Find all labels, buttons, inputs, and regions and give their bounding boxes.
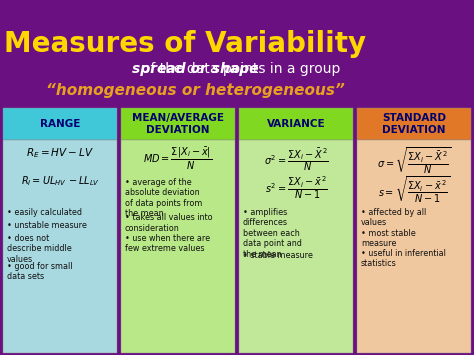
Text: “homogeneous or heterogeneous”: “homogeneous or heterogeneous” xyxy=(46,83,345,98)
FancyBboxPatch shape xyxy=(121,108,235,140)
Text: $\sigma^2 = \dfrac{\Sigma X_i - \bar{X}^{\,2}}{N}$: $\sigma^2 = \dfrac{\Sigma X_i - \bar{X}^… xyxy=(264,146,328,173)
Text: RANGE: RANGE xyxy=(40,119,80,129)
FancyBboxPatch shape xyxy=(357,108,471,140)
Text: $s^2 = \dfrac{\Sigma X_i - \bar{x}^{\,2}}{N-1}$: $s^2 = \dfrac{\Sigma X_i - \bar{x}^{\,2}… xyxy=(264,174,328,201)
FancyBboxPatch shape xyxy=(357,140,471,353)
FancyBboxPatch shape xyxy=(239,108,353,140)
Text: • stable measure: • stable measure xyxy=(243,251,313,260)
Text: $s = \sqrt{\dfrac{\Sigma X_i - \bar{x}^{\,2}}{N-1}}$: $s = \sqrt{\dfrac{\Sigma X_i - \bar{x}^{… xyxy=(378,174,450,204)
Text: • unstable measure: • unstable measure xyxy=(7,221,87,230)
Text: • use when there are
few extreme values: • use when there are few extreme values xyxy=(125,234,210,253)
Text: • most stable
measure: • most stable measure xyxy=(361,229,416,248)
Text: • amplifies
differences
between each
data point and
the mean: • amplifies differences between each dat… xyxy=(243,208,302,258)
Text: $MD = \dfrac{\Sigma|X_i - \bar{x}|}{N}$: $MD = \dfrac{\Sigma|X_i - \bar{x}|}{N}$ xyxy=(143,146,213,172)
FancyBboxPatch shape xyxy=(3,108,117,140)
Text: $R_I = UL_{HV}\,-LL_{LV}$: $R_I = UL_{HV}\,-LL_{LV}$ xyxy=(20,174,100,188)
FancyBboxPatch shape xyxy=(3,140,117,353)
Text: STANDARD
DEVIATION: STANDARD DEVIATION xyxy=(382,113,446,135)
Text: of the data points in a group: of the data points in a group xyxy=(50,62,340,76)
Text: • good for small
data sets: • good for small data sets xyxy=(7,262,73,282)
Text: MEAN/AVERAGE
DEVIATION: MEAN/AVERAGE DEVIATION xyxy=(132,113,224,135)
Text: • easily calculated: • easily calculated xyxy=(7,208,82,217)
Text: • average of the
absolute deviation
of data points from
the mean: • average of the absolute deviation of d… xyxy=(125,178,202,218)
Text: spread or shape: spread or shape xyxy=(132,62,258,76)
Text: • does not
describe middle
values: • does not describe middle values xyxy=(7,234,72,264)
Text: • useful in inferential
statistics: • useful in inferential statistics xyxy=(361,249,446,268)
Text: $R_E = HV - LV$: $R_E = HV - LV$ xyxy=(26,146,94,160)
Text: $\sigma = \sqrt{\dfrac{\Sigma X_i - \bar{X}^{\,2}}{N}}$: $\sigma = \sqrt{\dfrac{\Sigma X_i - \bar… xyxy=(377,146,451,176)
Text: • affected by all
values: • affected by all values xyxy=(361,208,426,228)
FancyBboxPatch shape xyxy=(121,140,235,353)
Text: VARIANCE: VARIANCE xyxy=(267,119,325,129)
FancyBboxPatch shape xyxy=(239,140,353,353)
Text: Measures of Variability: Measures of Variability xyxy=(4,30,366,58)
Text: • takes all values into
consideration: • takes all values into consideration xyxy=(125,213,213,233)
